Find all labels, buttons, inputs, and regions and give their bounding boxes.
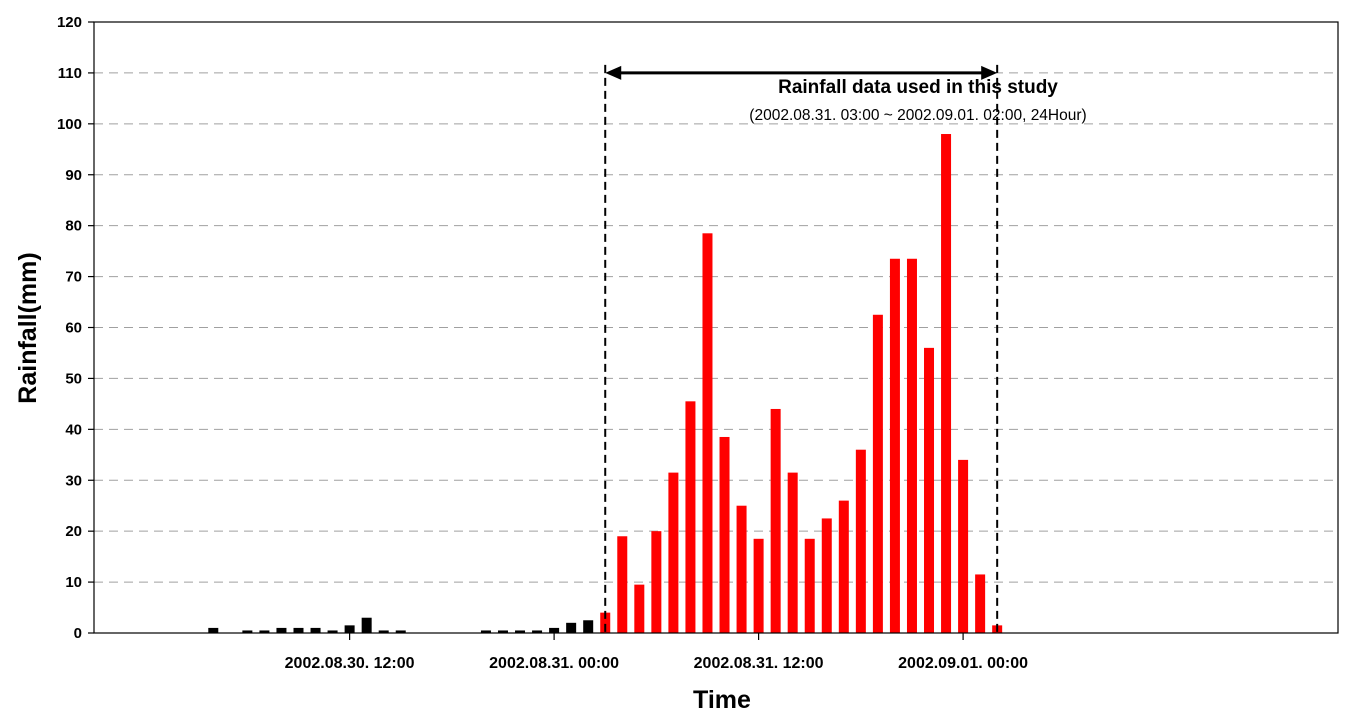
- rainfall-bar: [293, 627, 304, 633]
- rainfall-bar: [208, 627, 219, 633]
- y-tick-label: 90: [65, 167, 82, 184]
- annotation-title: Rainfall data used in this study: [778, 77, 1058, 98]
- rainfall-bar: [532, 630, 543, 633]
- rainfall-bar: [497, 630, 508, 633]
- y-tick-label: 80: [65, 218, 82, 235]
- y-tick-label: 120: [57, 14, 82, 31]
- rainfall-bar: [480, 630, 491, 633]
- y-tick-label: 10: [65, 574, 82, 591]
- study-period-annotation: Rainfall data used in this study (2002.08…: [604, 64, 1087, 633]
- bars: [208, 134, 1003, 633]
- y-tick-label: 40: [65, 421, 82, 438]
- rainfall-bar: [310, 627, 321, 633]
- rainfall-bar: [344, 625, 355, 633]
- rainfall-bar: [515, 630, 526, 633]
- rainfall-bar: [259, 630, 270, 633]
- x-tick-label: 2002.08.31. 12:00: [694, 655, 824, 672]
- rainfall-bar: [719, 436, 730, 633]
- rainfall-bar: [395, 630, 406, 633]
- y-tick-label: 100: [57, 116, 82, 133]
- y-tick-label: 30: [65, 472, 82, 489]
- rainfall-bar: [736, 505, 747, 633]
- rainfall-bar: [583, 620, 594, 633]
- y-tick-label: 110: [58, 65, 82, 82]
- rainfall-bar: [378, 630, 389, 633]
- rainfall-bar: [327, 630, 338, 633]
- gridlines: [94, 72, 1338, 583]
- rainfall-bar: [821, 518, 832, 633]
- rainfall-bar: [685, 401, 696, 633]
- y-tick-label: 20: [65, 523, 82, 540]
- rainfall-bar: [924, 347, 935, 633]
- rainfall-bar: [600, 612, 611, 633]
- rainfall-bar: [804, 538, 815, 633]
- y-tick-label: 0: [74, 625, 82, 642]
- rainfall-bar: [668, 472, 679, 633]
- rainfall-bar: [770, 408, 781, 633]
- x-tick-label: 2002.08.30. 12:00: [285, 655, 415, 672]
- rainfall-bar: [855, 449, 866, 633]
- arrow-left-head-icon: [605, 65, 622, 80]
- rainfall-bar: [361, 617, 372, 633]
- rainfall-bar: [838, 500, 849, 633]
- x-axis-title: Time: [693, 686, 751, 714]
- y-tick-label: 60: [65, 320, 82, 337]
- rainfall-bar: [651, 531, 662, 633]
- y-tick-label: 70: [65, 269, 82, 286]
- rainfall-bar: [787, 472, 798, 633]
- y-axis: 0 10 20 30 40 50 60 70 80 90 100 110 120: [57, 14, 94, 642]
- y-axis-title: Rainfall(mm): [14, 252, 42, 403]
- rainfall-bar: [958, 459, 969, 633]
- rainfall-bar: [975, 574, 986, 633]
- rainfall-bar: [617, 536, 628, 633]
- rainfall-bar: [941, 134, 952, 633]
- rainfall-bar: [242, 630, 253, 633]
- rainfall-bar: [702, 233, 713, 633]
- x-tick-label: 2002.08.31. 00:00: [489, 655, 619, 672]
- rainfall-bar: [906, 258, 917, 633]
- x-tick-label: 2002.09.01. 00:00: [898, 655, 1028, 672]
- rainfall-bar: [276, 627, 287, 633]
- rainfall-bar: [753, 538, 764, 633]
- annotation-subtitle: (2002.08.31. 03:00 ~ 2002.09.01. 02:00, …: [749, 107, 1086, 124]
- rainfall-bar: [634, 584, 645, 633]
- x-axis: 2002.08.30. 12:00 2002.08.31. 00:00 2002.0…: [285, 633, 1028, 672]
- rainfall-bar: [566, 622, 577, 633]
- rainfall-bar: [889, 258, 900, 633]
- rainfall-bar: [549, 627, 560, 633]
- y-tick-label: 50: [65, 370, 82, 387]
- arrow-right-head-icon: [981, 65, 998, 80]
- rainfall-bar: [872, 314, 883, 633]
